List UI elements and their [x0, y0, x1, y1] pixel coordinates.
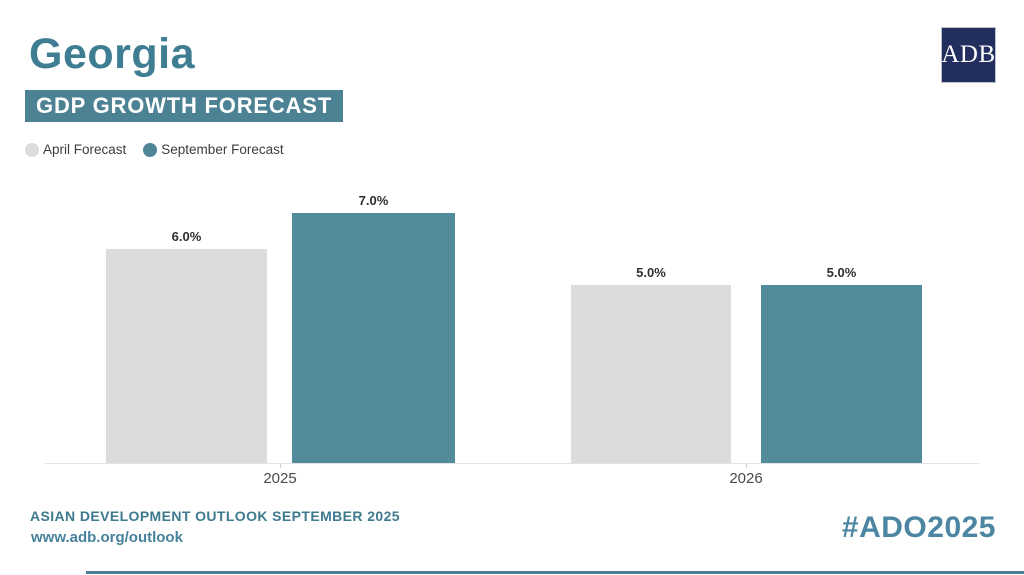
bar-september-2025 — [292, 213, 455, 464]
bar-value-label: 7.0% — [358, 193, 389, 208]
footer-url: www.adb.org/outlook — [31, 529, 183, 546]
bar-april-2026 — [571, 285, 731, 464]
bar-value-label: 5.0% — [636, 265, 666, 280]
page-title: Georgia — [29, 30, 195, 78]
bar-group-september-2025: 7.0% — [292, 193, 455, 464]
bar-september-2026 — [761, 285, 922, 464]
footer-report-title: ASIAN DEVELOPMENT OUTLOOK SEPTEMBER 2025 — [30, 508, 400, 524]
x-axis-tick-2025 — [280, 464, 281, 468]
x-axis-label-2025: 2025 — [263, 470, 297, 487]
x-axis-label-2026: 2026 — [729, 470, 763, 487]
x-axis-line — [45, 463, 979, 464]
bottom-accent-rule — [86, 571, 1024, 574]
bar-april-2025 — [106, 249, 267, 464]
legend-label-april: April Forecast — [43, 142, 127, 157]
chart-subtitle-banner: GDP GROWTH FORECAST — [25, 90, 343, 122]
bar-chart: 6.0% 7.0% 5.0% 5.0% 2025 2026 — [45, 185, 979, 487]
bar-group-april-2026: 5.0% — [571, 265, 731, 464]
footer-hashtag: #ADO2025 — [841, 511, 996, 544]
bar-group-april-2025: 6.0% — [106, 229, 267, 464]
legend-swatch-april-icon — [25, 142, 39, 157]
adb-logo-text: ADB — [941, 41, 996, 68]
bar-value-label: 6.0% — [171, 229, 202, 244]
adb-logo: ADB — [941, 28, 996, 82]
legend-swatch-september-icon — [143, 142, 158, 157]
chart-legend: April Forecast September Forecast — [25, 142, 301, 157]
legend-label-september: September Forecast — [161, 142, 284, 157]
x-axis-tick-2026 — [746, 464, 747, 468]
chart-subtitle-text: GDP GROWTH FORECAST — [36, 93, 332, 118]
bar-group-september-2026: 5.0% — [761, 265, 922, 464]
bar-value-label: 5.0% — [826, 265, 857, 280]
